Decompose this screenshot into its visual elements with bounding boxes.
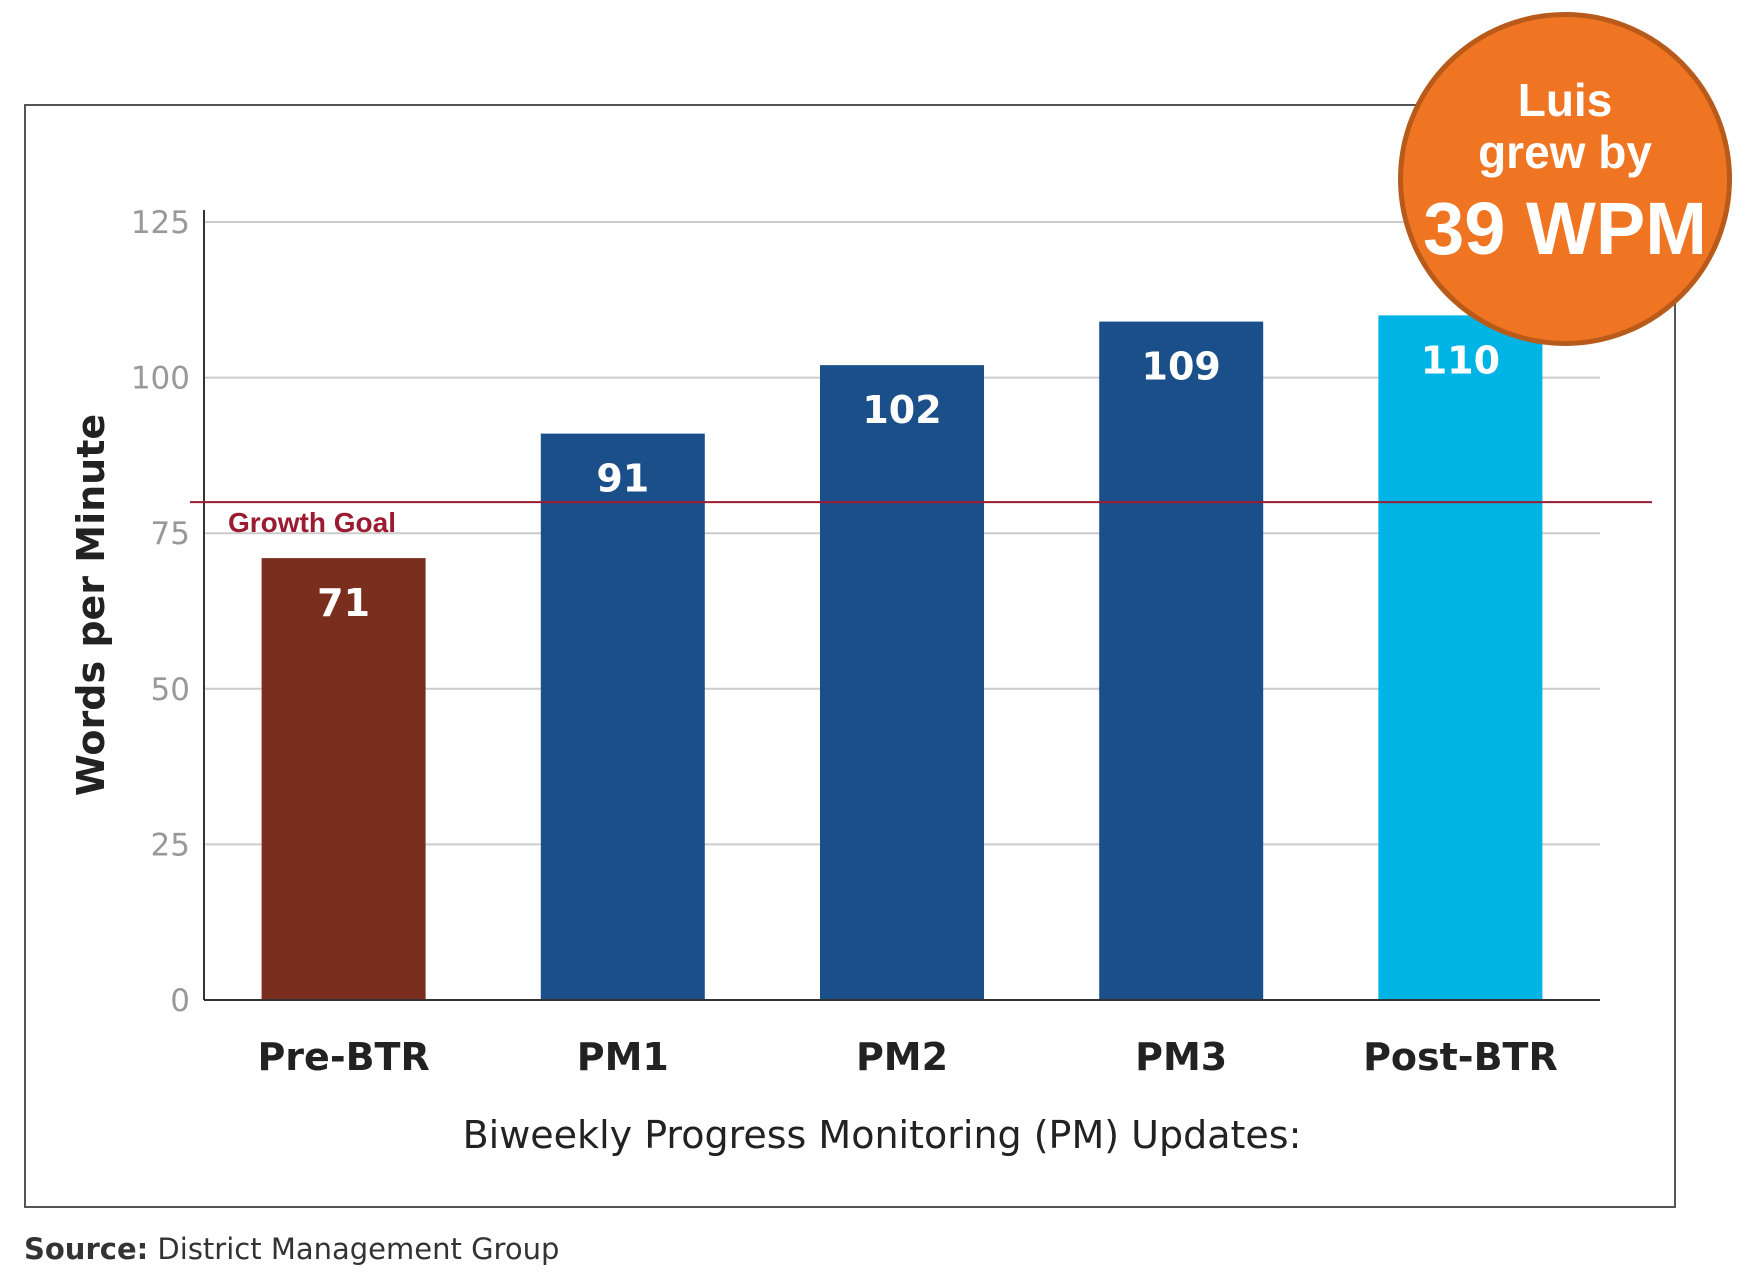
bar-Post-BTR	[1378, 315, 1543, 1000]
bar-Pre-BTR	[261, 558, 426, 1000]
growth-badge: Luis grew by 39 WPM	[1398, 12, 1732, 346]
data-label: 102	[862, 388, 941, 432]
source-label: Source:	[24, 1232, 149, 1266]
x-axis-title: Biweekly Progress Monitoring (PM) Update…	[463, 1113, 1302, 1157]
growth-goal-line: Growth Goal	[190, 501, 1652, 538]
y-tick-label: 75	[151, 516, 190, 552]
source-text: District Management Group	[148, 1232, 560, 1266]
y-tick-label: 100	[131, 361, 190, 397]
data-label: 109	[1142, 345, 1221, 389]
bar-PM3	[1099, 321, 1264, 1001]
data-label: 91	[596, 457, 649, 501]
badge-text: grew by	[1478, 126, 1652, 178]
y-tick-label: 50	[151, 672, 190, 708]
x-tick-label: PM3	[1135, 1035, 1227, 1079]
badge-value: 39 WPM	[1423, 187, 1707, 270]
y-tick-label: 25	[151, 827, 190, 863]
bars	[261, 315, 1543, 1001]
data-label: 110	[1421, 338, 1500, 382]
x-tick-label: PM2	[856, 1035, 948, 1079]
bar-PM1	[540, 433, 705, 1001]
growth-goal-label: Growth Goal	[228, 507, 396, 538]
x-tick-label: Pre-BTR	[257, 1035, 429, 1079]
axes	[203, 210, 1600, 1001]
bar-PM2	[820, 365, 984, 1001]
badge-name: Luis	[1517, 74, 1613, 126]
y-axis-title: Words per Minute	[69, 414, 113, 796]
x-tick-label: Post-BTR	[1363, 1035, 1558, 1079]
y-tick-label: 0	[170, 983, 190, 1019]
labels: 0 25 50 75 100 125 71 Pre-BTR 91 PM1 102 PM2 109 PM3 1…	[69, 205, 1558, 1157]
chart-frame	[24, 104, 1676, 1208]
data-label: 71	[317, 581, 370, 625]
x-tick-label: PM1	[577, 1035, 669, 1079]
source-note: Source: District Management Group	[24, 1232, 559, 1266]
y-tick-label: 125	[131, 205, 190, 241]
